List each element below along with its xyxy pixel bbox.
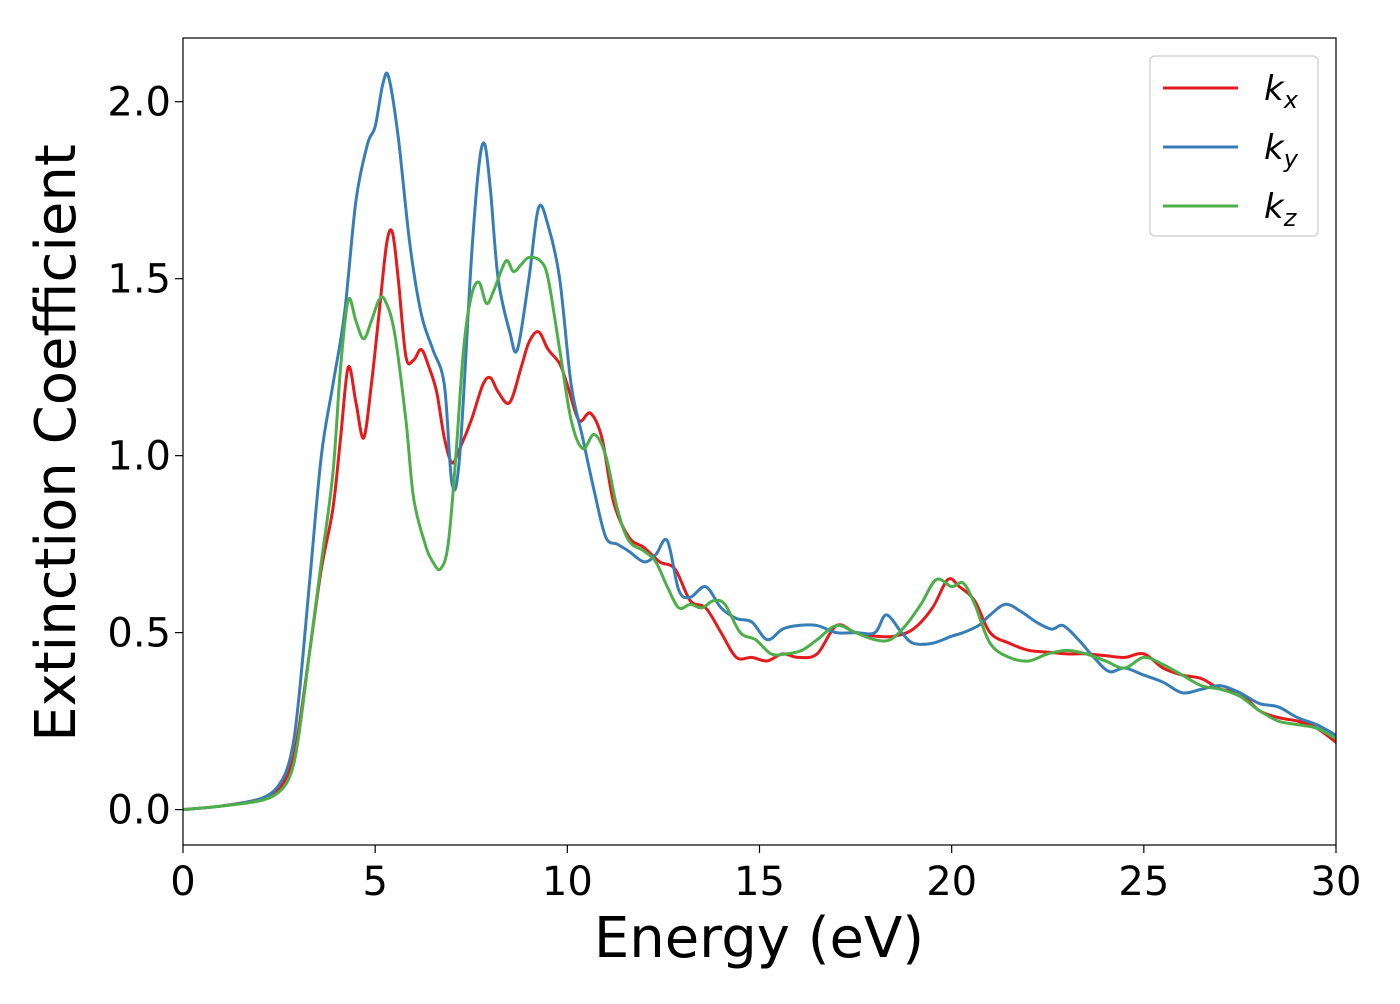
series-line-kz xyxy=(183,255,1336,812)
x-tick-label: 30 xyxy=(1311,859,1362,905)
x-axis-title: Energy (eV) xyxy=(594,906,924,971)
y-axis-ticks: 0.0 0.5 1.0 1.5 2.0 xyxy=(107,80,183,834)
y-tick-label: 0.0 xyxy=(107,788,171,834)
series-line-kx xyxy=(183,228,1336,812)
x-tick-label: 10 xyxy=(542,859,593,905)
y-tick-label: 2.0 xyxy=(107,80,171,126)
y-axis-title: Extinction Coefficient xyxy=(24,144,89,742)
legend-label-kz: kz xyxy=(1264,187,1298,232)
y-tick-label: 0.5 xyxy=(107,611,171,657)
y-tick-label: 1.5 xyxy=(107,257,171,303)
x-tick-label: 0 xyxy=(170,859,195,905)
legend: kx ky kz xyxy=(1149,55,1319,237)
series-line-ky xyxy=(183,71,1336,812)
legend-label-ky: ky xyxy=(1264,128,1299,173)
y-tick-label: 1.0 xyxy=(107,434,171,480)
series-lines xyxy=(183,71,1336,812)
x-tick-label: 15 xyxy=(734,859,785,905)
legend-label-kx: kx xyxy=(1264,69,1299,114)
x-tick-label: 25 xyxy=(1118,859,1169,905)
x-axis-ticks: 0 5 10 15 20 25 30 xyxy=(170,845,1361,905)
x-tick-label: 20 xyxy=(926,859,977,905)
x-tick-label: 5 xyxy=(362,859,387,905)
